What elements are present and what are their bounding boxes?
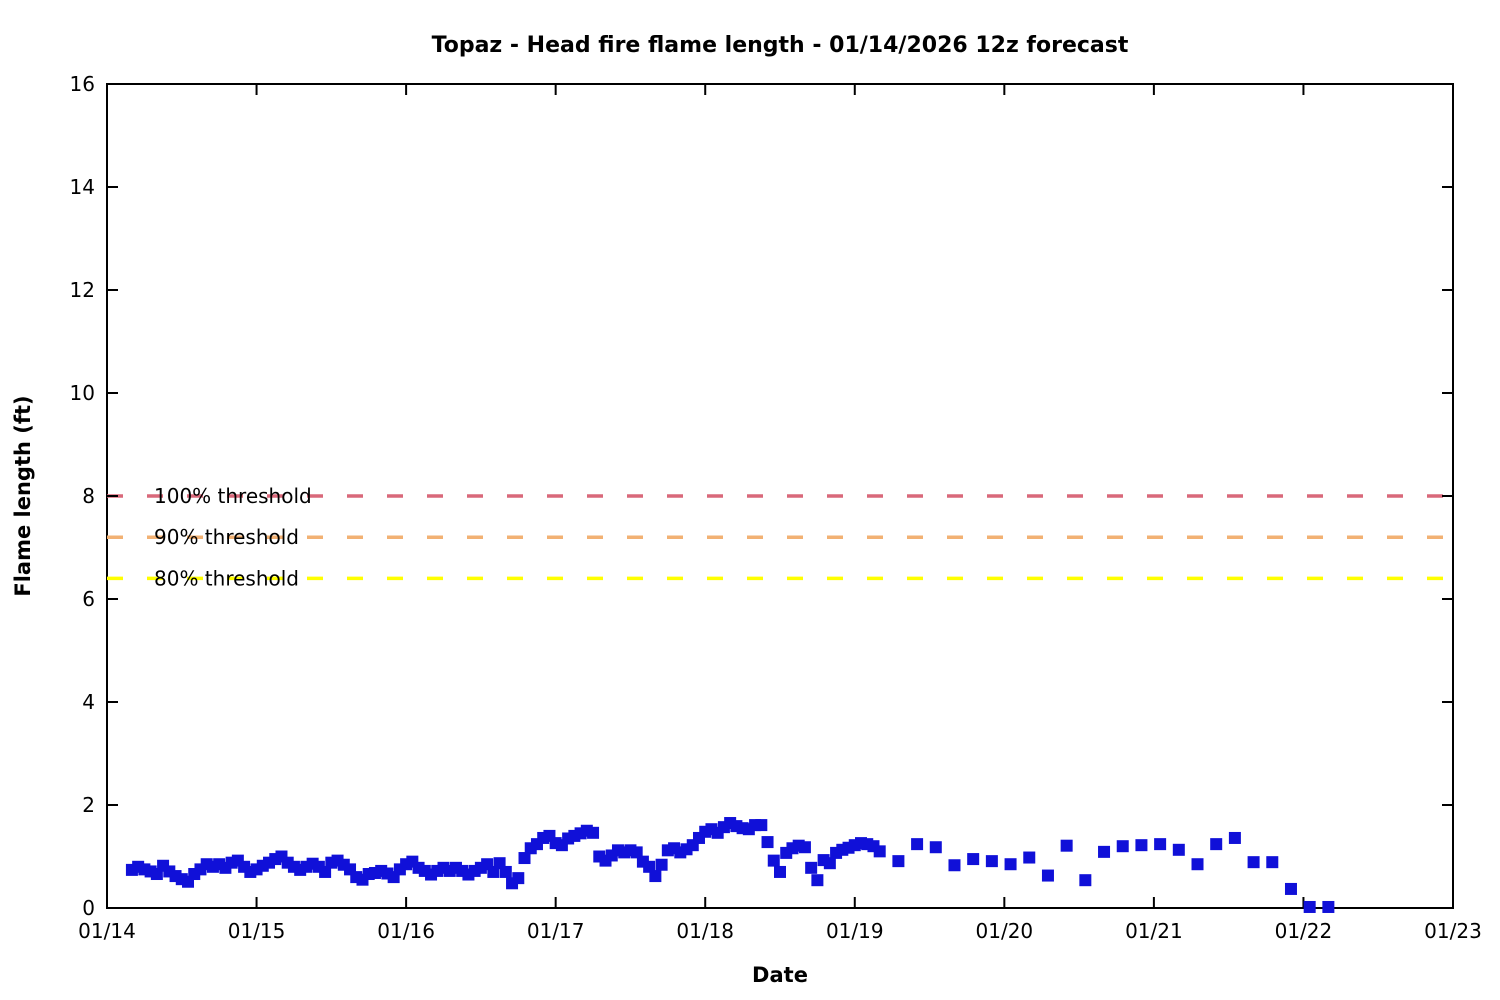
data-point (873, 845, 886, 858)
y-tick-label: 8 (82, 484, 95, 508)
data-point (649, 870, 662, 883)
data-point (774, 865, 786, 878)
y-tick-label: 0 (82, 896, 95, 920)
data-point (587, 826, 600, 839)
data-point (250, 863, 263, 876)
x-tick-label: 01/18 (676, 919, 734, 943)
data-point (892, 855, 905, 868)
data-point (767, 854, 780, 867)
data-point (761, 836, 774, 849)
data-points (125, 817, 1335, 913)
x-tick-label: 01/17 (527, 919, 585, 943)
data-point (1284, 882, 1297, 895)
data-point (630, 846, 643, 859)
x-tick-label: 01/16 (377, 919, 435, 943)
y-tick-label: 10 (70, 381, 95, 405)
y-tick-label: 6 (82, 587, 95, 611)
data-point (1116, 840, 1129, 853)
x-axis-title: Date (752, 963, 808, 987)
data-point (967, 853, 980, 866)
data-point (1172, 843, 1185, 856)
data-point (1228, 831, 1241, 844)
data-point (1191, 858, 1204, 871)
x-tick-label: 01/21 (1125, 919, 1183, 943)
data-point (811, 874, 824, 887)
y-tick-label: 12 (70, 278, 95, 302)
data-point (1210, 838, 1223, 851)
y-tick-label: 16 (70, 72, 95, 96)
x-tick-label: 01/22 (1275, 919, 1333, 943)
data-point (1041, 869, 1054, 882)
data-point (506, 877, 519, 890)
data-point (1154, 838, 1167, 851)
data-point (948, 859, 961, 872)
data-point (798, 841, 811, 854)
x-tick-label: 01/14 (78, 919, 136, 943)
y-axis-ticks: 0 2 4 6 8 10 12 14 16 (70, 72, 1453, 920)
data-point (805, 861, 818, 874)
data-point (1135, 839, 1148, 852)
chart-title: Topaz - Head fire flame length - 01/14/2… (432, 33, 1129, 58)
data-point (1098, 845, 1111, 858)
threshold-90-label: 90% threshold (154, 525, 299, 549)
data-point (1004, 858, 1017, 871)
y-tick-label: 4 (82, 690, 95, 714)
threshold-80: 80% threshold (107, 566, 1453, 590)
data-point (1266, 856, 1279, 869)
x-tick-label: 01/19 (826, 919, 884, 943)
threshold-80-label: 80% threshold (154, 566, 299, 590)
data-point (823, 857, 836, 870)
data-point (1079, 874, 1092, 887)
y-tick-label: 14 (70, 175, 95, 199)
data-point (1023, 851, 1036, 864)
data-point (911, 838, 924, 851)
data-point (985, 855, 998, 868)
threshold-90: 90% threshold (107, 525, 1453, 549)
threshold-100: 100% threshold (107, 484, 1453, 508)
threshold-lines: 100% threshold 90% threshold 80% thresho… (107, 484, 1453, 590)
data-point (319, 865, 332, 878)
x-tick-label: 01/23 (1424, 919, 1482, 943)
y-tick-label: 2 (82, 793, 95, 817)
y-axis-title: Flame length (ft) (11, 395, 35, 596)
data-point (1247, 856, 1260, 869)
x-axis-ticks: 01/14 01/15 01/16 01/17 01/18 01/19 01/20 01/21… (78, 84, 1482, 943)
data-point (518, 852, 531, 865)
x-tick-label: 01/15 (228, 919, 286, 943)
data-point (1322, 900, 1335, 913)
data-point (755, 819, 768, 832)
x-tick-label: 01/20 (976, 919, 1034, 943)
threshold-100-label: 100% threshold (154, 484, 312, 508)
data-point (512, 872, 525, 885)
data-point (1303, 900, 1316, 913)
data-point (1060, 839, 1073, 852)
data-point (643, 860, 656, 873)
data-point (929, 841, 942, 854)
data-point (499, 865, 512, 878)
data-point (655, 858, 668, 871)
